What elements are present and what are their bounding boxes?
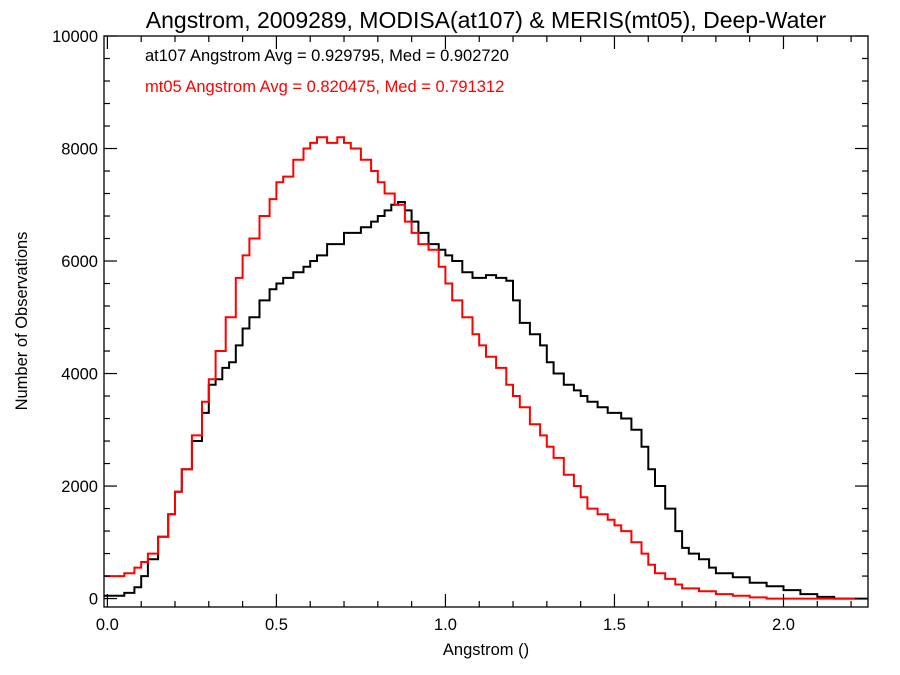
- x-tick-label: 2.0: [772, 616, 795, 634]
- y-tick-label: 2000: [61, 478, 98, 496]
- x-axis-label: Angstrom (): [443, 641, 529, 659]
- x-tick-label: 1.5: [603, 616, 626, 634]
- series-line-0: [104, 201, 868, 600]
- y-tick-label: 0: [89, 591, 98, 609]
- plot-frame: [103, 35, 869, 608]
- y-tick-label: 8000: [61, 141, 98, 159]
- y-tick-label: 10000: [52, 28, 98, 46]
- series-layer: [104, 136, 868, 600]
- y-tick-label: 4000: [61, 366, 98, 384]
- y-axis-label: Number of Observations: [13, 232, 31, 411]
- annotation-mt05: mt05 Angstrom Avg = 0.820475, Med = 0.79…: [145, 78, 504, 96]
- y-tick-label: 6000: [61, 253, 98, 271]
- x-tick-label: 0.0: [96, 616, 119, 634]
- ticks-layer: 0.0 0.5 1.0 1.5 2.0 0 2000 4000 6000 8000 10000: [52, 28, 868, 634]
- x-tick-label: 0.5: [265, 616, 288, 634]
- series-line-1: [104, 136, 868, 600]
- x-tick-label: 1.0: [434, 616, 457, 634]
- chart-title: Angstrom, 2009289, MODISA(at107) & MERIS…: [146, 7, 827, 33]
- annotation-at107: at107 Angstrom Avg = 0.929795, Med = 0.9…: [145, 47, 509, 65]
